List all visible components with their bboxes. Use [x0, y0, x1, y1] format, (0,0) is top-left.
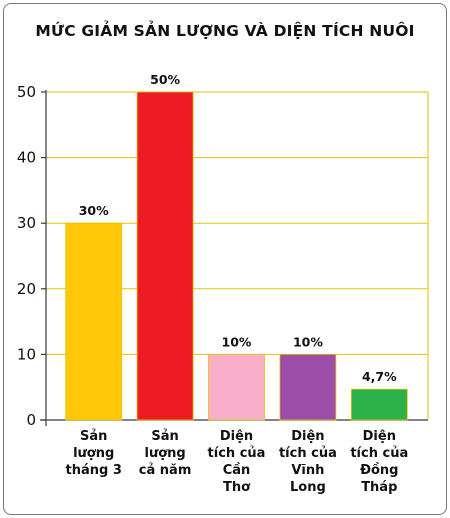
category-label-3: Diện tích của Cần Thơ — [208, 429, 266, 495]
bar-3 — [208, 353, 265, 421]
data-label-1: 30% — [79, 203, 109, 218]
bar-1 — [65, 222, 123, 421]
category-label-4: Diện tích của Vĩnh Long — [279, 429, 337, 495]
y-tick-label: 20 — [17, 280, 36, 298]
data-label-3: 10% — [222, 334, 252, 349]
bar-5 — [350, 388, 408, 421]
data-label-4: 10% — [293, 334, 323, 349]
y-tick-label: 50 — [17, 83, 36, 101]
chart-title: MỨC GIẢM SẢN LƯỢNG VÀ DIỆN TÍCH NUÔI — [35, 22, 415, 40]
data-label-5: 4,7% — [362, 369, 397, 384]
bar-2 — [136, 91, 194, 421]
category-label-2: Sản lượng cả năm — [139, 429, 192, 478]
category-label-5: Diện tích của Đồng Tháp — [350, 429, 408, 495]
y-tick-label: 30 — [17, 214, 36, 232]
y-tick-label: 0 — [26, 411, 36, 429]
data-label-2: 50% — [150, 72, 180, 87]
y-tick-label: 10 — [17, 345, 36, 363]
category-label-1: Sản lượng tháng 3 — [66, 429, 122, 478]
bar-4 — [279, 353, 337, 421]
y-tick-label: 40 — [17, 149, 36, 167]
